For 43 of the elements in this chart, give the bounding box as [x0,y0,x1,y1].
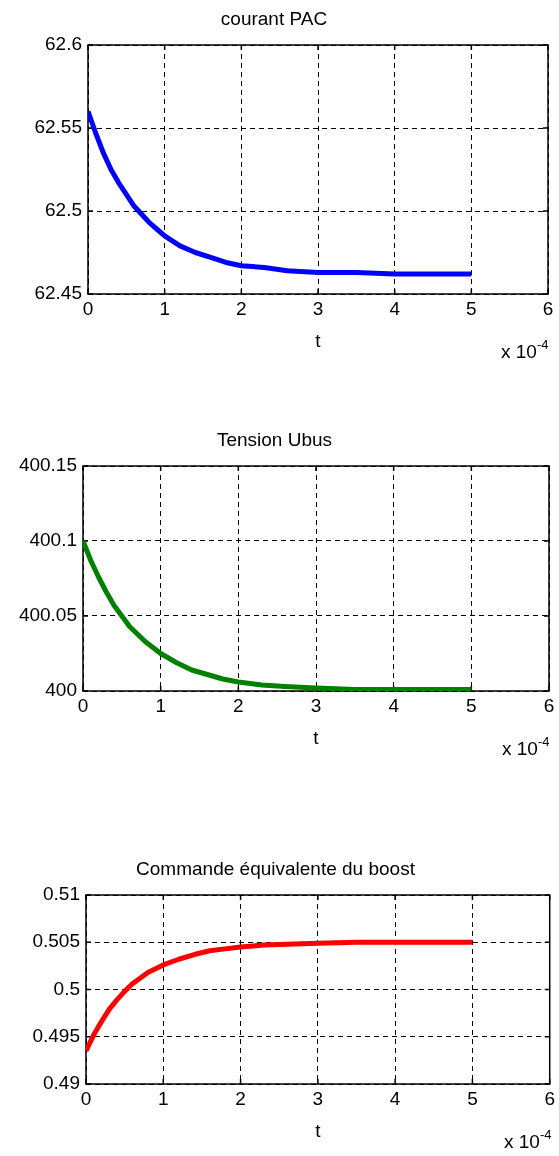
y-tick-label: 400.1 [29,529,77,551]
x-tick-label: 6 [544,1087,556,1109]
x-tick-label: 2 [235,1087,246,1109]
x-tick-label: 1 [158,1087,169,1109]
x-tick-label: 5 [466,694,477,716]
y-tick-label: 400.05 [18,604,77,626]
x-tick-label: 6 [542,297,554,319]
y-tick-label: 0.51 [43,883,80,905]
x-axis-title: t [313,726,320,748]
text: x 10$^{-4}$ [502,734,550,760]
y-tick-label: 0.49 [43,1072,80,1094]
y-tick-label: 62.5 [45,199,82,221]
x-axis-title: t [315,1119,322,1141]
text: x 10$^{-4}$ [504,1127,552,1153]
x-tick-label: 4 [389,297,401,319]
x-tick-label: 6 [543,694,555,716]
x-tick-label: 4 [389,1087,401,1109]
x-axis-title: t [315,329,322,351]
x-tick-label: 5 [466,297,477,319]
chart-title: Tension Ubus [216,428,333,450]
x-tick-label: 1 [155,694,166,716]
x-tick-label: 0 [82,297,94,319]
x-tick-label: 0 [80,1087,92,1109]
y-tick-label: 62.45 [34,282,82,304]
y-tick-label: 62.55 [34,116,82,138]
x-tick-label: 3 [312,297,324,319]
y-tick-label: 0.505 [32,930,80,952]
y-tick-label: 400 [45,679,77,701]
x-tick-label: 2 [233,694,244,716]
x-tick-label: 4 [388,694,400,716]
y-tick-label: 0.495 [32,1024,80,1046]
y-tick-label: 62.6 [45,33,82,55]
x-tick-label: 3 [310,694,322,716]
x-tick-label: 0 [77,694,89,716]
x-tick-label: 5 [467,1087,478,1109]
y-tick-label: 0.5 [53,977,80,999]
x-tick-label: 3 [312,1087,324,1109]
x-tick-label: 1 [159,297,170,319]
y-tick-label: 400.15 [18,454,77,476]
text: x 10$^{-4}$ [501,337,549,363]
chart-title: courant PAC [220,7,328,29]
chart-title: Commande équivalente du boost [136,857,416,879]
x-tick-label: 2 [236,297,247,319]
